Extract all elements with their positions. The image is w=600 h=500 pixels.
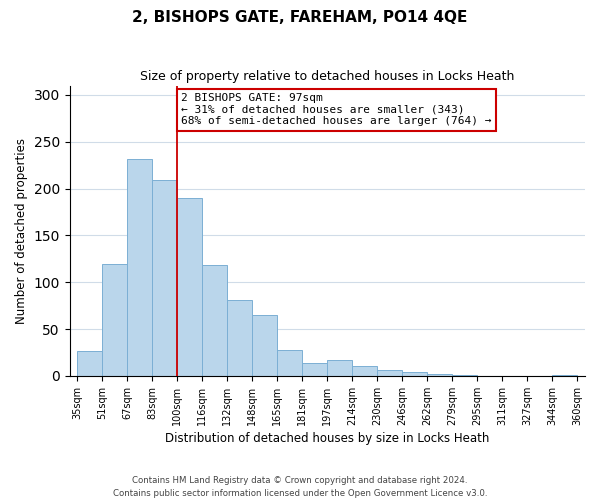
Bar — [352, 366, 377, 376]
Text: 2, BISHOPS GATE, FAREHAM, PO14 4QE: 2, BISHOPS GATE, FAREHAM, PO14 4QE — [133, 10, 467, 25]
Bar — [127, 158, 152, 376]
X-axis label: Distribution of detached houses by size in Locks Heath: Distribution of detached houses by size … — [165, 432, 490, 445]
Bar — [202, 266, 227, 376]
Bar — [227, 300, 252, 376]
Bar — [177, 198, 202, 376]
Bar — [152, 180, 177, 376]
Bar — [77, 350, 102, 376]
Bar — [102, 264, 127, 376]
Bar — [328, 360, 352, 376]
Bar — [277, 350, 302, 376]
Text: 2 BISHOPS GATE: 97sqm
← 31% of detached houses are smaller (343)
68% of semi-det: 2 BISHOPS GATE: 97sqm ← 31% of detached … — [181, 93, 491, 126]
Bar — [427, 374, 452, 376]
Bar — [377, 370, 403, 376]
Title: Size of property relative to detached houses in Locks Heath: Size of property relative to detached ho… — [140, 70, 515, 83]
Y-axis label: Number of detached properties: Number of detached properties — [15, 138, 28, 324]
Bar — [252, 315, 277, 376]
Bar — [403, 372, 427, 376]
Bar — [302, 363, 328, 376]
Bar — [553, 375, 577, 376]
Bar — [452, 375, 478, 376]
Text: Contains HM Land Registry data © Crown copyright and database right 2024.
Contai: Contains HM Land Registry data © Crown c… — [113, 476, 487, 498]
